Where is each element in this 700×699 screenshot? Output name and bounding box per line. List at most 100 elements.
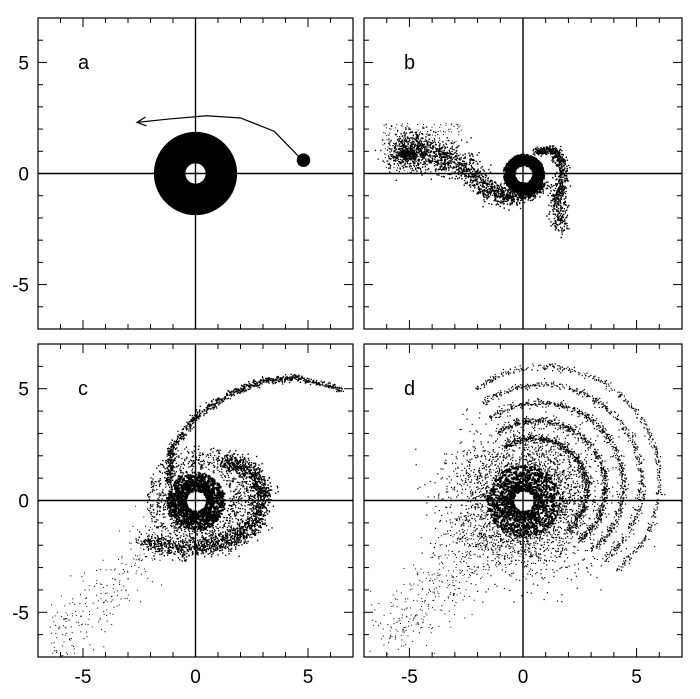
particle [464, 156, 466, 158]
particle [520, 187, 523, 190]
particle [508, 194, 510, 196]
particle [406, 125, 408, 127]
particle [416, 147, 418, 149]
particle [451, 177, 453, 179]
particle [420, 149, 422, 152]
panel-c: -505-5 0 5c [12, 343, 354, 688]
particle [431, 148, 434, 150]
particle [519, 186, 522, 189]
particle [435, 143, 437, 146]
particle [502, 200, 504, 202]
particle [391, 154, 393, 156]
perturber-galaxy [296, 153, 311, 167]
particle [403, 157, 405, 160]
particle [421, 156, 423, 158]
particle [417, 164, 420, 166]
particle [455, 169, 458, 171]
particle [552, 157, 554, 159]
particle [445, 152, 447, 154]
particle [418, 144, 421, 146]
particle [399, 148, 401, 151]
particle [491, 186, 493, 189]
particle [456, 159, 458, 161]
particle [533, 179, 536, 182]
particle [515, 186, 518, 189]
particle [411, 166, 413, 168]
particle [419, 147, 421, 150]
particle [555, 204, 558, 207]
particle [463, 167, 465, 169]
particle [538, 186, 541, 189]
particle [425, 169, 427, 171]
particle [561, 185, 564, 187]
particle [562, 192, 564, 195]
particle [534, 159, 537, 162]
particle [404, 163, 406, 165]
particle [434, 155, 436, 157]
particle [552, 146, 554, 148]
particle [529, 199, 532, 202]
particle [417, 145, 420, 148]
particle [559, 214, 562, 216]
particle [471, 179, 473, 182]
particle [439, 167, 441, 169]
particle [532, 175, 535, 178]
particle [410, 150, 413, 152]
particle [487, 186, 489, 188]
particle [509, 184, 512, 187]
particle [506, 192, 508, 195]
particle [460, 174, 462, 176]
particle [503, 202, 505, 205]
particle [458, 177, 461, 179]
particle [403, 153, 406, 155]
particle [553, 205, 556, 207]
particle [561, 218, 563, 220]
particle [458, 134, 460, 136]
particle [475, 177, 477, 179]
particle [558, 155, 560, 158]
particle [535, 148, 537, 151]
particle [391, 155, 393, 158]
particle [562, 210, 564, 213]
particle [498, 186, 501, 188]
particle [459, 153, 461, 155]
particle [540, 183, 542, 186]
particle [480, 191, 482, 193]
particle [438, 149, 440, 152]
particle [469, 162, 472, 164]
particle [440, 161, 443, 164]
particle [554, 151, 556, 153]
particle [538, 164, 540, 166]
particle [546, 146, 548, 148]
particle [403, 149, 405, 151]
particle [418, 151, 421, 153]
particle [402, 159, 404, 161]
particle [549, 152, 552, 154]
particle [521, 156, 523, 159]
particle [509, 160, 512, 163]
particle [399, 141, 402, 143]
particle [522, 183, 524, 186]
particle [399, 151, 402, 153]
particle [549, 211, 551, 213]
particle [404, 152, 407, 154]
particle [460, 171, 462, 173]
particle [516, 164, 519, 167]
particle [419, 145, 421, 147]
particle [561, 190, 563, 193]
particle [465, 162, 468, 164]
particle [451, 124, 453, 126]
particle [505, 195, 507, 197]
particle [515, 162, 518, 165]
particle [409, 145, 412, 147]
particle [509, 174, 512, 176]
particle [529, 163, 532, 166]
particle [535, 188, 537, 190]
particle [558, 181, 560, 183]
particle [459, 125, 461, 127]
particle [557, 151, 559, 153]
particle [416, 164, 418, 166]
particle [524, 196, 526, 199]
particle [403, 146, 405, 148]
particle [560, 194, 562, 197]
